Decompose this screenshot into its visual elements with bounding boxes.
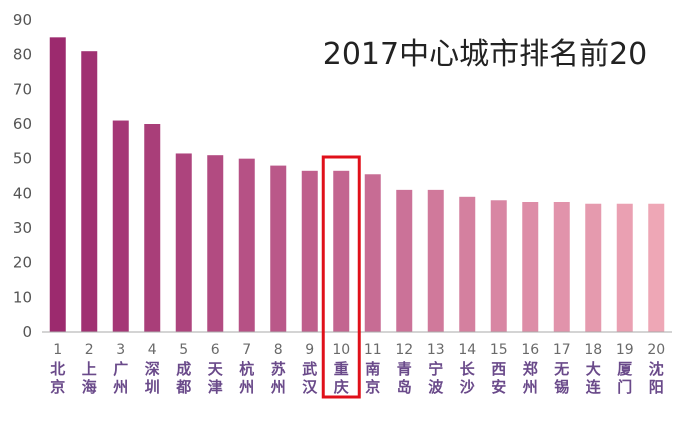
x-tick-city-char: 州 — [270, 378, 286, 396]
x-tick-city-char: 成 — [176, 360, 191, 378]
x-tick-rank: 13 — [427, 342, 445, 358]
x-tick-city-char: 长 — [460, 360, 476, 378]
bar — [49, 37, 66, 332]
x-tick-city-char: 州 — [112, 378, 128, 396]
bar — [490, 200, 507, 332]
bar — [175, 153, 192, 332]
x-tick-rank: 20 — [647, 342, 665, 358]
x-tick-rank: 4 — [148, 342, 157, 358]
x-tick-city-char: 汉 — [302, 378, 318, 396]
x-tick-city-char: 南 — [365, 360, 380, 378]
x-tick-rank: 14 — [458, 342, 476, 358]
x-tick-rank: 17 — [553, 342, 571, 358]
x-tick-city-char: 宁 — [428, 360, 443, 378]
y-tick-label: 80 — [13, 46, 32, 64]
x-tick-rank: 16 — [521, 342, 539, 358]
x-tick-rank: 10 — [332, 342, 350, 358]
bar — [333, 170, 350, 332]
x-tick-city-char: 阳 — [649, 378, 664, 396]
x-tick-rank: 6 — [211, 342, 220, 358]
x-tick-city-char: 杭 — [239, 360, 254, 378]
x-tick-city-char: 苏 — [271, 360, 286, 378]
chart-title: 2017中心城市排名前20 — [323, 37, 648, 72]
x-tick-rank: 9 — [305, 342, 314, 358]
y-axis-ticks: 0 10 20 30 40 50 60 70 80 90 — [13, 11, 32, 341]
x-tick-city-char: 京 — [50, 378, 65, 396]
bar — [553, 202, 570, 332]
bar — [522, 202, 539, 332]
bar — [81, 51, 98, 332]
bar — [616, 203, 633, 332]
highlight-box — [321, 155, 361, 399]
x-axis-labels: 1北京2上海3广州4深圳5成都6天津7杭州8苏州9武汉10重庆11南京12青岛1… — [50, 342, 665, 396]
x-tick-city-char: 广 — [113, 360, 128, 378]
bar — [238, 158, 255, 332]
x-tick-city-char: 天 — [208, 360, 224, 378]
x-tick-city-char: 郑 — [523, 360, 538, 378]
x-tick-city-char: 上 — [82, 360, 97, 378]
y-tick-label: 20 — [13, 254, 32, 272]
x-tick-city-char: 连 — [586, 378, 602, 396]
x-tick-rank: 1 — [53, 342, 62, 358]
x-tick-rank: 18 — [584, 342, 602, 358]
y-tick-label: 40 — [13, 184, 32, 202]
x-tick-city-char: 京 — [365, 378, 380, 396]
x-tick-city-char: 都 — [175, 378, 191, 396]
x-tick-city-char: 圳 — [145, 378, 160, 396]
bar — [427, 189, 444, 332]
x-tick-city-char: 岛 — [397, 378, 412, 396]
x-tick-rank: 3 — [116, 342, 125, 358]
x-tick-rank: 7 — [242, 342, 251, 358]
x-tick-rank: 12 — [395, 342, 413, 358]
x-tick-city-char: 庆 — [334, 378, 349, 396]
x-tick-rank: 11 — [364, 342, 382, 358]
bar — [396, 189, 413, 332]
x-tick-city-char: 波 — [428, 378, 444, 396]
y-tick-label: 50 — [13, 150, 32, 168]
bar — [207, 155, 224, 332]
x-tick-rank: 8 — [274, 342, 283, 358]
x-tick-rank: 19 — [616, 342, 634, 358]
x-tick-city-char: 厦 — [617, 360, 633, 378]
bar — [648, 203, 665, 332]
bar — [459, 196, 476, 332]
bar — [112, 120, 129, 333]
x-tick-rank: 2 — [85, 342, 94, 358]
x-tick-city-char: 深 — [145, 360, 160, 378]
x-tick-rank: 15 — [490, 342, 508, 358]
bar — [144, 124, 161, 332]
x-tick-city-char: 青 — [397, 360, 412, 378]
x-tick-city-char: 州 — [522, 378, 538, 396]
x-tick-city-char: 海 — [82, 378, 97, 396]
x-tick-city-char: 州 — [238, 378, 254, 396]
x-tick-city-char: 沈 — [649, 360, 664, 378]
bars — [49, 37, 665, 333]
bar — [585, 203, 602, 332]
bar — [364, 174, 381, 332]
x-tick-city-char: 大 — [586, 360, 601, 378]
y-tick-label: 70 — [13, 80, 32, 98]
x-tick-city-char: 北 — [50, 360, 65, 378]
x-tick-city-char: 重 — [334, 360, 349, 378]
x-tick-city-char: 安 — [491, 378, 506, 396]
bar — [301, 170, 318, 332]
y-tick-label: 0 — [22, 323, 32, 341]
x-tick-city-char: 武 — [302, 360, 317, 378]
bar — [270, 165, 287, 332]
x-tick-city-char: 锡 — [554, 378, 569, 396]
x-tick-city-char: 无 — [553, 360, 569, 378]
y-tick-label: 90 — [13, 11, 32, 29]
y-tick-label: 30 — [13, 219, 32, 237]
y-tick-label: 60 — [13, 115, 32, 133]
x-tick-city-char: 津 — [208, 378, 223, 396]
x-tick-rank: 5 — [179, 342, 188, 358]
x-tick-city-char: 沙 — [460, 378, 475, 396]
x-tick-city-char: 门 — [617, 378, 632, 396]
y-tick-label: 10 — [13, 288, 32, 306]
x-tick-city-char: 西 — [491, 360, 506, 378]
